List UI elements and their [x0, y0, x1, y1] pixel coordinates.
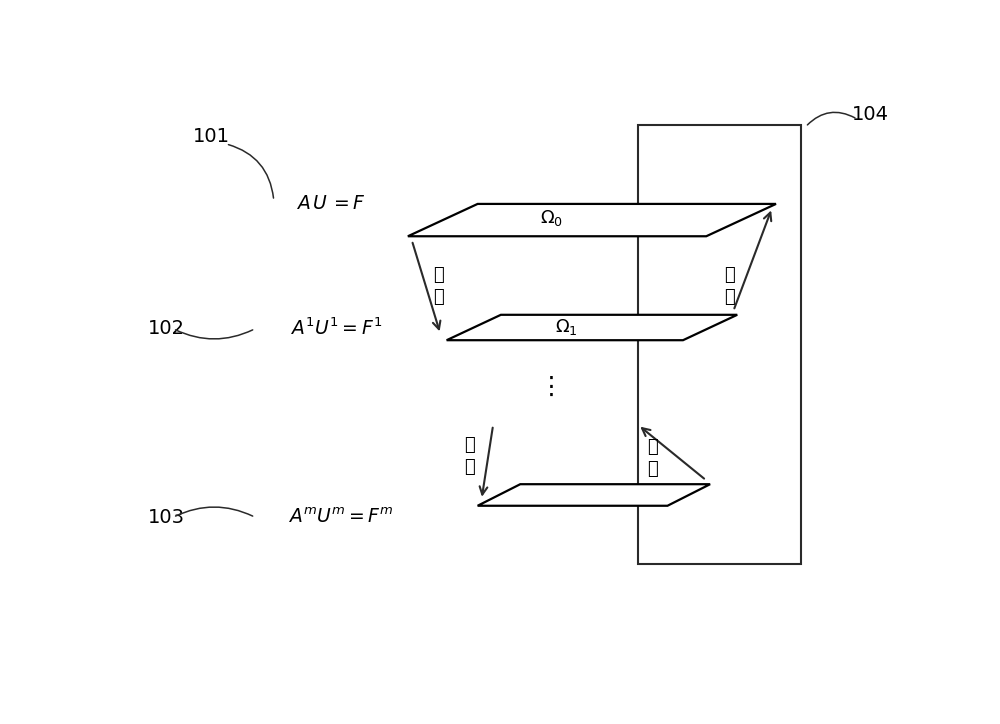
Text: 102: 102: [148, 319, 185, 338]
Text: $A\,U\,=F$: $A\,U\,=F$: [296, 195, 365, 213]
Text: 限
制: 限 制: [434, 266, 444, 306]
Text: 限
制: 限 制: [464, 436, 475, 476]
Polygon shape: [478, 484, 710, 506]
Text: 插
值: 插 值: [647, 438, 657, 478]
Polygon shape: [408, 204, 776, 236]
Text: 103: 103: [148, 508, 185, 527]
Text: $A^{1}U^{1}=F^{1}$: $A^{1}U^{1}=F^{1}$: [290, 318, 382, 340]
Text: $\Omega_0$: $\Omega_0$: [540, 208, 563, 228]
Polygon shape: [447, 315, 737, 340]
Text: ⋮: ⋮: [539, 374, 564, 398]
Text: 101: 101: [193, 127, 230, 146]
Text: $A^{m}U^{m}=F^{m}$: $A^{m}U^{m}=F^{m}$: [288, 508, 393, 527]
Text: 104: 104: [852, 105, 889, 124]
Text: 插
值: 插 值: [724, 266, 735, 306]
Text: $\Omega_1$: $\Omega_1$: [555, 317, 578, 337]
